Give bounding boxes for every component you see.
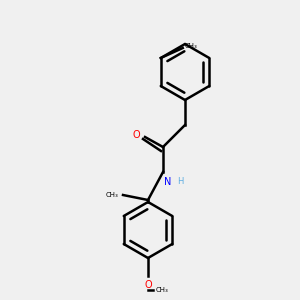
Text: O: O xyxy=(144,280,152,290)
Text: N: N xyxy=(164,177,172,187)
Text: H: H xyxy=(177,177,183,186)
Text: CH₃: CH₃ xyxy=(156,287,169,293)
Text: O: O xyxy=(132,130,140,140)
Text: CH₃: CH₃ xyxy=(105,192,118,198)
Text: CH₃: CH₃ xyxy=(185,43,197,49)
